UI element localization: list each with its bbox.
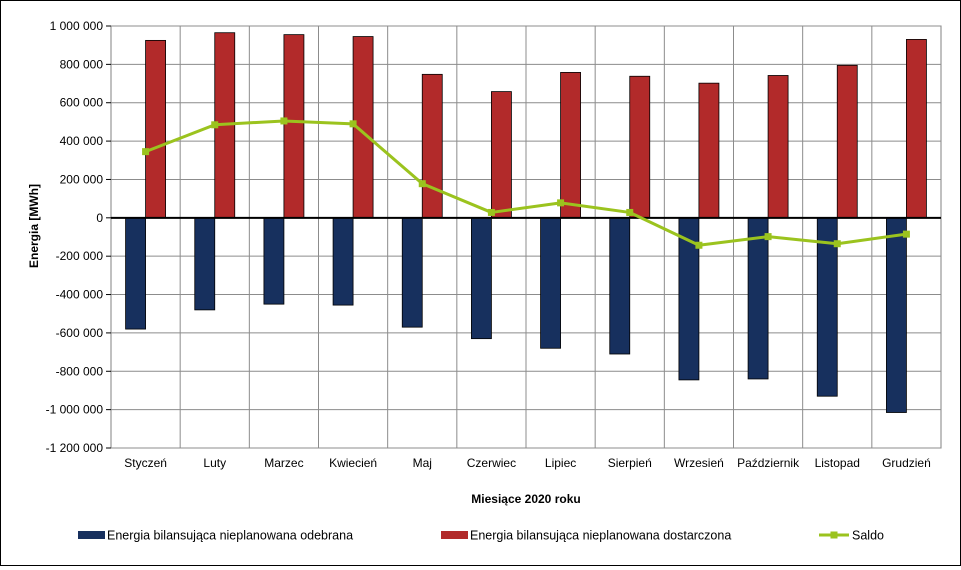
legend-item-saldo: Saldo bbox=[819, 529, 884, 543]
legend-item-odebrana: Energia bilansująca nieplanowana odebran… bbox=[78, 529, 353, 543]
x-tick-label: Luty bbox=[203, 456, 226, 470]
y-tick-label: -200 000 bbox=[56, 249, 104, 263]
y-tick-label: -800 000 bbox=[56, 364, 104, 378]
y-tick-label: 800 000 bbox=[60, 57, 104, 71]
y-tick-label: -1 200 000 bbox=[46, 441, 104, 455]
bar-odebrana bbox=[747, 217, 769, 380]
legend-item-dostarczona: Energia bilansująca nieplanowana dostarc… bbox=[441, 529, 731, 543]
x-tick-label: Marzec bbox=[264, 456, 303, 470]
bar-odebrana bbox=[540, 217, 561, 349]
bars bbox=[125, 32, 927, 413]
bar-dostarczona bbox=[491, 91, 512, 219]
saldo-point bbox=[902, 230, 910, 238]
bar-dostarczona bbox=[560, 72, 581, 219]
y-tick-label: -600 000 bbox=[56, 326, 104, 340]
saldo-point bbox=[833, 240, 841, 248]
saldo-point bbox=[695, 241, 703, 249]
bar-dostarczona bbox=[283, 34, 305, 219]
x-tick-label: Wrzesień bbox=[674, 456, 724, 470]
x-tick-label: Październik bbox=[737, 456, 800, 470]
bar-odebrana bbox=[401, 217, 423, 328]
legend-label-dostarczona: Energia bilansująca nieplanowana dostarc… bbox=[470, 529, 731, 543]
x-tick-label: Sierpień bbox=[608, 456, 652, 470]
x-tick-label: Styczeń bbox=[124, 456, 167, 470]
saldo-point bbox=[418, 180, 426, 188]
y-tick-label: 400 000 bbox=[60, 134, 104, 148]
bar-dostarczona bbox=[767, 75, 789, 219]
bar-odebrana bbox=[886, 217, 907, 413]
bar-dostarczona bbox=[836, 64, 858, 219]
bar-odebrana bbox=[194, 217, 216, 311]
bar-dostarczona bbox=[698, 82, 720, 219]
bar-odebrana bbox=[263, 217, 285, 305]
gridlines bbox=[106, 25, 941, 449]
saldo-point bbox=[211, 121, 219, 129]
saldo-line bbox=[145, 119, 907, 247]
legend-swatch-dostarczona bbox=[441, 531, 468, 539]
x-tick-label: Listopad bbox=[815, 456, 860, 470]
bar-dostarczona bbox=[145, 39, 166, 219]
x-tick-label: Lipiec bbox=[545, 456, 576, 470]
saldo-point bbox=[626, 208, 634, 216]
y-tick-label: -400 000 bbox=[56, 288, 104, 302]
legend-label-odebrana: Energia bilansująca nieplanowana odebran… bbox=[107, 529, 353, 543]
y-tick-label: -1 000 000 bbox=[46, 403, 104, 417]
bar-dostarczona bbox=[906, 39, 927, 219]
legend-swatch-odebrana bbox=[78, 531, 105, 539]
legend-label-saldo: Saldo bbox=[852, 529, 884, 543]
legend-marker-saldo bbox=[830, 531, 838, 539]
x-tick-label: Kwiecień bbox=[329, 456, 377, 470]
saldo-series bbox=[142, 117, 910, 249]
y-axis-title: Energia [MWh] bbox=[27, 184, 41, 268]
saldo-point bbox=[487, 208, 495, 216]
saldo-point bbox=[557, 199, 565, 207]
saldo-point bbox=[142, 148, 150, 156]
bar-odebrana bbox=[609, 217, 631, 355]
y-tick-labels: 1 000 000 800 000 600 000 400 000 200 000 0 -2… bbox=[46, 19, 104, 455]
x-tick-label: Grudzień bbox=[882, 456, 931, 470]
saldo-point bbox=[764, 233, 772, 241]
bar-dostarczona bbox=[421, 73, 443, 219]
bar-dostarczona bbox=[629, 75, 651, 219]
legend: Energia bilansująca nieplanowana odebran… bbox=[78, 529, 884, 543]
saldo-point bbox=[349, 120, 357, 128]
bar-odebrana bbox=[332, 217, 354, 306]
x-tick-label: Czerwiec bbox=[467, 456, 516, 470]
y-tick-label: 200 000 bbox=[60, 172, 104, 186]
y-tick-label: 600 000 bbox=[60, 96, 104, 110]
bar-odebrana bbox=[471, 217, 492, 340]
x-tick-label: Maj bbox=[413, 456, 432, 470]
y-tick-label: 0 bbox=[96, 211, 103, 225]
x-tick-labels: Styczeń Luty Marzec Kwiecień Maj Czerwiec Lipi… bbox=[124, 456, 931, 470]
y-tick-label: 1 000 000 bbox=[50, 19, 104, 33]
bar-odebrana bbox=[125, 217, 146, 330]
saldo-point bbox=[280, 117, 288, 125]
x-axis-title: Miesiące 2020 roku bbox=[471, 492, 580, 506]
